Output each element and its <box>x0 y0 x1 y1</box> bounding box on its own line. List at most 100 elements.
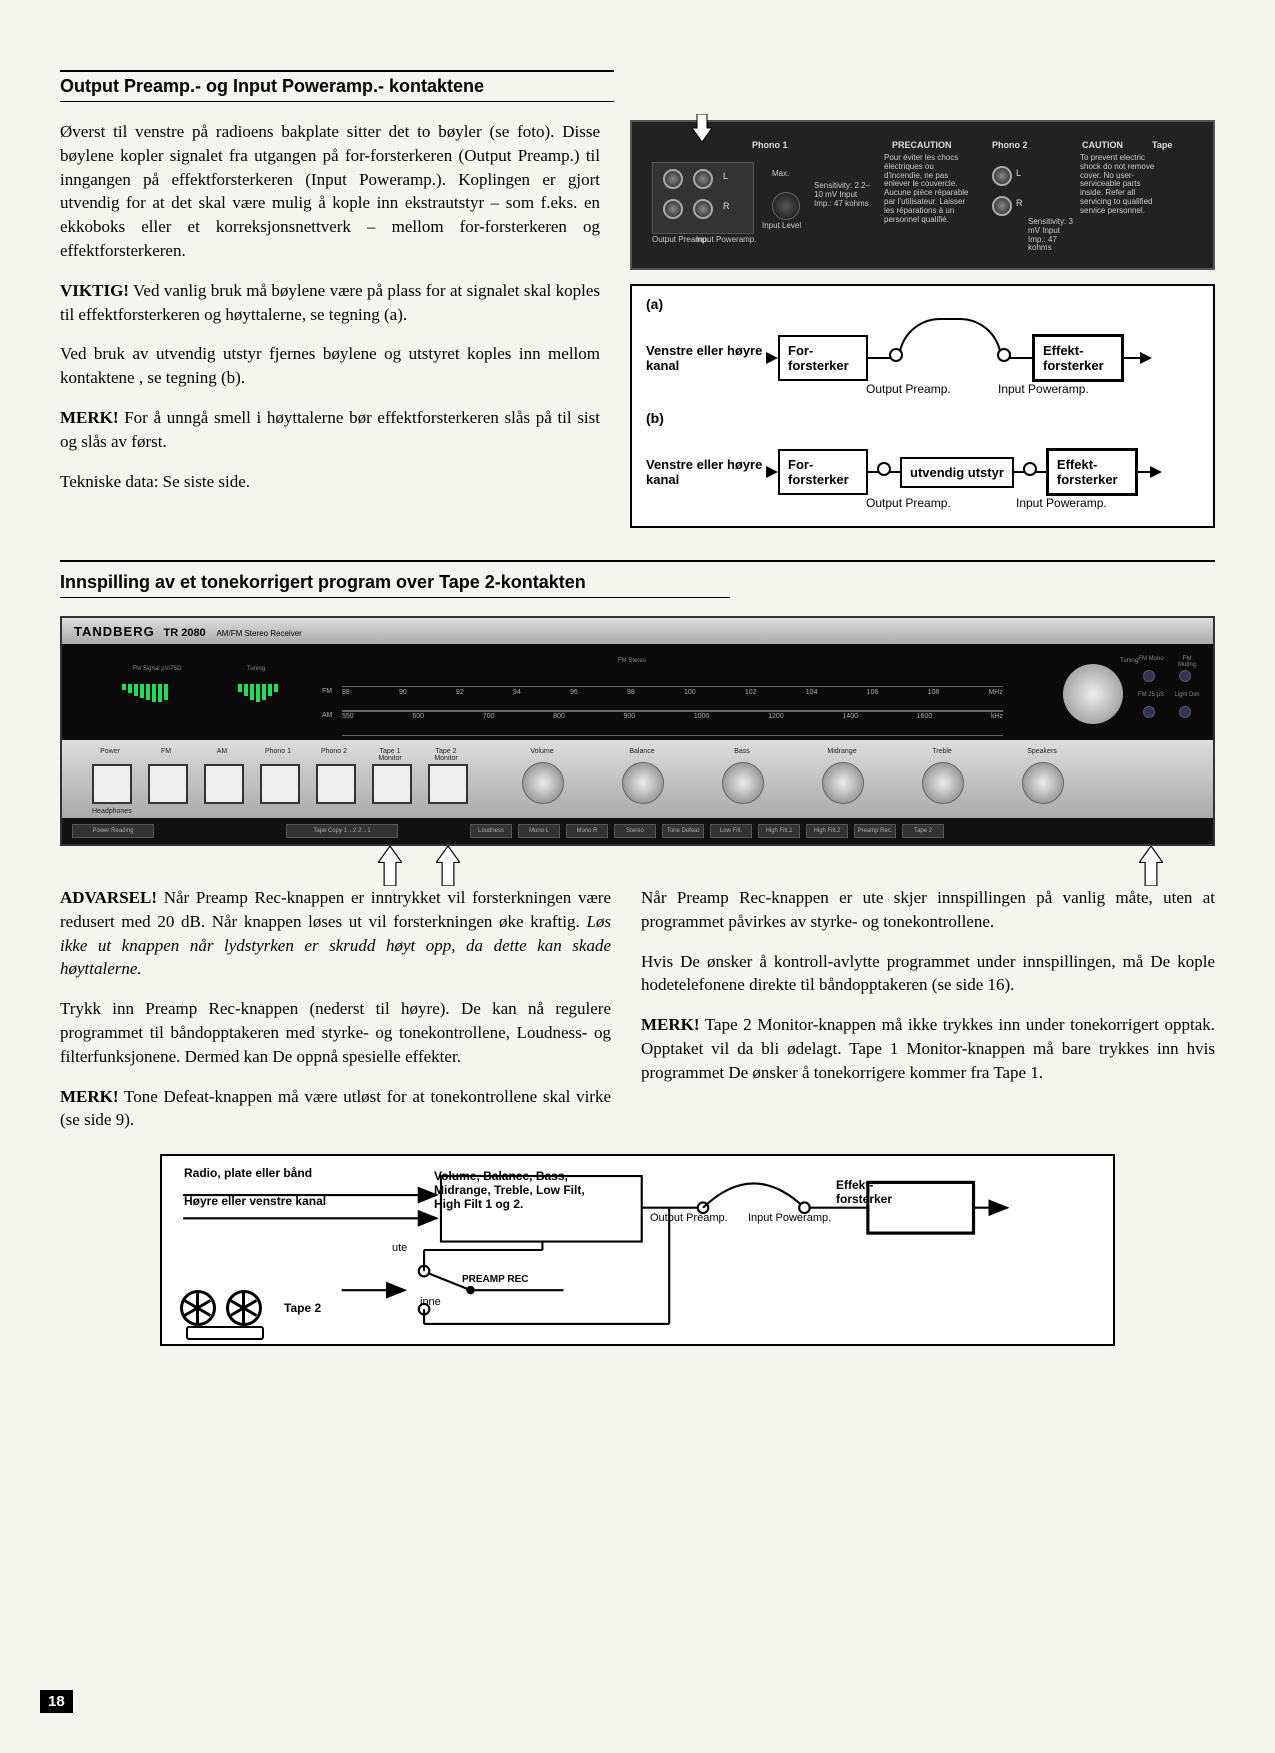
s1-p4-bold: MERK! <box>60 408 119 427</box>
bp-connector-block: L R <box>652 162 754 234</box>
arrow-up-icon <box>1139 846 1163 886</box>
cassette-icon <box>186 1326 264 1340</box>
jack-icon <box>693 169 713 189</box>
fp-button-label: Tape 1 Monitor <box>369 748 411 762</box>
led-label: FM Muting <box>1173 656 1201 668</box>
scale-tick: 108 <box>928 689 940 711</box>
fp-button-label: Phono 1 <box>257 748 299 755</box>
led-icon <box>1143 670 1155 682</box>
knob-icon <box>772 192 800 220</box>
fp-switch: High Filt.1 <box>758 824 800 838</box>
fp-switch: Mono R <box>566 824 608 838</box>
fp-switch: Loudness <box>470 824 512 838</box>
fp-button-label: Power <box>89 748 131 755</box>
s1-p5: Tekniske data: Se siste side. <box>60 470 600 494</box>
knob-icon <box>1022 762 1064 804</box>
tuning-dial-icon <box>1063 664 1123 724</box>
b2-r3-bold: MERK! <box>641 1015 700 1034</box>
scale-tick: 550 <box>342 713 354 735</box>
knob-label: Volume <box>521 748 563 755</box>
d2-tone-box: Volume, Balance, Bass, Midrange, Treble,… <box>434 1170 610 1211</box>
scale-tick: 900 <box>624 713 636 735</box>
section2-title: Innspilling av et tonekorrigert program … <box>60 568 730 598</box>
fp-display: FM Signal µV/75Ω Tuning FM Stereo Tuning… <box>62 644 1213 740</box>
scale-tick: 100 <box>684 689 696 711</box>
bp-caution-text: To prevent electric shock do not remove … <box>1080 154 1160 216</box>
scale-tick: 1600 <box>917 713 933 735</box>
bp-in-poweramp: Input Poweramp. <box>696 236 756 245</box>
b2-l2: Trykk inn Preamp Rec-knappen (nederst ti… <box>60 997 611 1068</box>
knob-icon <box>822 762 864 804</box>
diag-a-left: Venstre eller høyre kanal <box>646 343 766 373</box>
node-icon <box>997 348 1011 362</box>
bp-L: L <box>723 171 728 181</box>
fp-tape-copy: Tape Copy 1→2 2→1 <box>286 824 398 838</box>
bp-R: R <box>723 201 730 211</box>
diag-b-box2: Effekt- forsterker <box>1046 448 1138 496</box>
backpanel-photo: Phono 1 PRECAUTION Phono 2 CAUTION Tape … <box>630 120 1215 270</box>
d2-ute: ute <box>392 1242 407 1254</box>
scale-tick: 88 <box>342 689 350 711</box>
scale-tick: 1200 <box>768 713 784 735</box>
knob-icon <box>922 762 964 804</box>
b2-l3-text: Tone Defeat-knappen må være utløst for a… <box>60 1087 611 1130</box>
d2-src2: Høyre eller venstre kanal <box>184 1194 326 1208</box>
knob-label: Balance <box>621 748 663 755</box>
fp-button <box>316 764 356 804</box>
knob-label: Speakers <box>1021 748 1063 755</box>
fp-model: TR 2080 <box>163 627 205 639</box>
knob-icon <box>722 762 764 804</box>
s1-p3: Ved bruk av utvendig utstyr fjernes bøyl… <box>60 342 600 390</box>
knob-icon <box>522 762 564 804</box>
page-number: 18 <box>40 1690 73 1713</box>
led-icon <box>1179 670 1191 682</box>
fp-subtitle: AM/FM Stereo Receiver <box>216 629 301 638</box>
diagram-ab: (a) Venstre eller høyre kanal For- forst… <box>630 284 1215 528</box>
jack-icon <box>992 166 1012 186</box>
diag-b-box1: For- forsterker <box>778 449 868 495</box>
d2-effekt: Effekt- forsterker <box>836 1178 892 1206</box>
scale-tick: 96 <box>570 689 578 711</box>
led-label: Light Dim <box>1173 692 1201 698</box>
fp-button <box>372 764 412 804</box>
d2-inne: inne <box>420 1296 441 1308</box>
fp-button <box>204 764 244 804</box>
arrow-right-icon <box>1150 466 1162 478</box>
led-label: FM Mono <box>1137 656 1165 662</box>
fp-button-label: FM <box>145 748 187 755</box>
bp-tape: Tape <box>1152 140 1172 150</box>
fp-switch: High Filt.2 <box>806 824 848 838</box>
fp-headphones: Headphones <box>92 808 132 815</box>
scale-tick: 98 <box>627 689 635 711</box>
diag-b-in: Input Poweramp. <box>1016 496 1107 510</box>
section1-title: Output Preamp.- og Input Poweramp.- kont… <box>60 70 614 102</box>
b2-l1-bold: ADVARSEL! <box>60 888 157 907</box>
scale-tick: 600 <box>412 713 424 735</box>
meter-icon <box>122 684 202 702</box>
diag-b-left: Venstre eller høyre kanal <box>646 457 766 487</box>
arrow-right-icon <box>766 352 778 364</box>
jack-icon <box>992 196 1012 216</box>
jack-icon <box>693 199 713 219</box>
fp-top-strip: TANDBERG TR 2080 AM/FM Stereo Receiver <box>62 618 1213 644</box>
s1-p2-text: Ved vanlig bruk må bøylene være på plass… <box>60 281 600 324</box>
fp-meter2-lbl: Tuning <box>242 666 270 672</box>
bp-max: Max. <box>772 170 789 179</box>
node-icon <box>877 462 891 476</box>
bp-R2: R <box>1016 198 1023 208</box>
fp-button-label: Phono 2 <box>313 748 355 755</box>
fp-fmstereo: FM Stereo <box>602 658 662 664</box>
meter-icon <box>238 684 318 702</box>
fp-button <box>260 764 300 804</box>
scale-tick: 94 <box>513 689 521 711</box>
node-icon <box>1023 462 1037 476</box>
bp-L2: L <box>1016 168 1021 178</box>
s1-p2-bold: VIKTIG! <box>60 281 129 300</box>
b2-r3-text: Tape 2 Monitor-knappen må ikke trykkes i… <box>641 1015 1215 1082</box>
scale-tick: 1000 <box>694 713 710 735</box>
diag-a-box1: For- forsterker <box>778 335 868 381</box>
bp-caution: CAUTION <box>1082 140 1123 150</box>
bp-phono2: Phono 2 <box>992 140 1028 150</box>
fp-power-reading: Power Reading <box>72 824 154 838</box>
diag-a-out: Output Preamp. <box>866 382 951 396</box>
